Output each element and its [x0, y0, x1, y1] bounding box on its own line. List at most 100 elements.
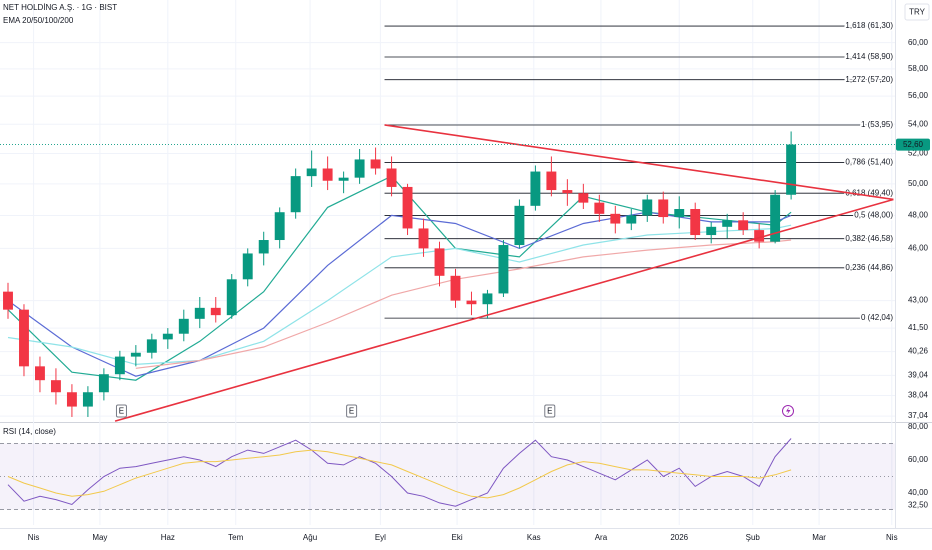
x-tick-label: Ağu	[303, 533, 317, 542]
y-tick-label: 43,00	[908, 296, 929, 305]
candle-body	[338, 177, 349, 181]
candle-body	[258, 240, 269, 254]
y-tick-label: 40,00	[908, 488, 929, 497]
indicator-legend: EMA 20/50/100/200	[3, 16, 74, 25]
y-tick-label: 40,26	[908, 347, 929, 356]
candle-body	[642, 199, 653, 216]
candle-body	[130, 352, 141, 357]
y-tick-label: 80,00	[908, 422, 929, 431]
candle-body	[658, 199, 669, 218]
candle-body	[19, 309, 29, 367]
candle-body	[98, 374, 109, 393]
earnings-marker[interactable]	[346, 404, 358, 418]
fib-label: 0,382 (46,58)	[845, 234, 893, 243]
y-tick-label: 32,50	[908, 500, 929, 509]
x-tick-label: Ara	[595, 533, 608, 542]
candle-body	[690, 209, 701, 236]
candle-body	[594, 202, 605, 214]
candle-body	[114, 356, 125, 375]
candle-body	[610, 213, 621, 224]
rsi-line	[7, 438, 792, 507]
fib-label: 0,5 (48,00)	[854, 211, 893, 220]
earnings-label: E	[547, 407, 552, 416]
y-tick-label: 60,00	[908, 38, 929, 47]
x-tick-label: May	[92, 533, 107, 542]
candle-body	[706, 226, 717, 236]
y-tick-label: 41,50	[908, 323, 929, 332]
candle-body	[3, 291, 13, 310]
y-tick-label: 38,04	[908, 391, 929, 400]
candle-body	[562, 190, 573, 194]
candle-body	[514, 205, 525, 246]
candle-body	[626, 215, 637, 224]
candle-body	[66, 392, 77, 407]
candle-body	[242, 253, 253, 280]
y-tick-label: 58,00	[908, 64, 929, 73]
earnings-label: E	[349, 407, 354, 416]
candle-body	[386, 168, 397, 187]
candle-body	[738, 220, 749, 231]
fib-label: 0 (42,04)	[861, 313, 893, 322]
candle-body	[82, 392, 93, 407]
currency-box[interactable]	[904, 3, 930, 21]
candle-body	[354, 159, 365, 178]
candle-body	[450, 275, 461, 301]
candle-body	[786, 144, 797, 195]
ema-line	[135, 239, 792, 369]
fib-label: 1 (53,95)	[861, 120, 893, 129]
x-tick-label: Haz	[161, 533, 175, 542]
candle-body	[322, 168, 333, 181]
candle-body	[402, 186, 413, 229]
candle-body	[770, 194, 781, 242]
candle-body	[674, 209, 685, 218]
candle-body	[418, 228, 429, 249]
x-tick-label: Şub	[746, 533, 761, 542]
candle-body	[194, 307, 205, 319]
candle-body	[466, 300, 477, 305]
candle-body	[370, 159, 381, 169]
candle-body	[754, 230, 765, 242]
candle-body	[162, 333, 173, 340]
fib-label: 0,236 (44,86)	[845, 263, 893, 272]
candle-body	[35, 366, 45, 381]
rsi-line	[7, 449, 792, 499]
candle-body	[178, 318, 189, 334]
candle-body	[578, 193, 589, 203]
candle-body	[498, 245, 509, 294]
chart-title: NET HOLDİNG A.Ş. · 1G · BIST	[3, 3, 117, 12]
x-tick-label: Nis	[28, 533, 40, 542]
trendline	[114, 198, 894, 422]
x-tick-label: Mar	[812, 533, 826, 542]
y-tick-label: 50,00	[908, 179, 929, 188]
earnings-label: E	[119, 407, 124, 416]
currency: TRY	[909, 8, 926, 17]
candle-body	[290, 176, 301, 213]
fib-label: 0,618 (49,40)	[845, 188, 893, 197]
y-tick-label: 46,00	[908, 244, 929, 253]
x-tick-label: Tem	[228, 533, 243, 542]
events	[782, 405, 794, 417]
candle-body	[546, 171, 557, 191]
trendline	[384, 124, 894, 201]
lightning	[786, 407, 791, 415]
earnings-marker[interactable]	[115, 404, 127, 418]
x-tick-label: Kas	[527, 533, 541, 542]
candle-body	[434, 248, 445, 276]
fib-label: 1,414 (58,90)	[845, 52, 893, 61]
y-tick-label: 52,00	[908, 149, 929, 158]
y-tick-label: 60,00	[908, 455, 929, 464]
candle-body	[226, 279, 237, 316]
y-tick-label: 48,00	[908, 211, 929, 220]
earnings-marker[interactable]	[544, 404, 556, 418]
last-price-label: 52,60	[903, 140, 924, 149]
rsi-title: RSI (14, close)	[3, 427, 56, 436]
fib-label: 0,786 (51,40)	[845, 158, 893, 167]
y-tick-label: 56,00	[908, 91, 929, 100]
candle-body	[274, 212, 285, 241]
candle-body	[306, 168, 317, 177]
candle-body	[210, 307, 221, 316]
candle-body	[50, 380, 61, 393]
y-tick-label: 54,00	[908, 119, 929, 128]
